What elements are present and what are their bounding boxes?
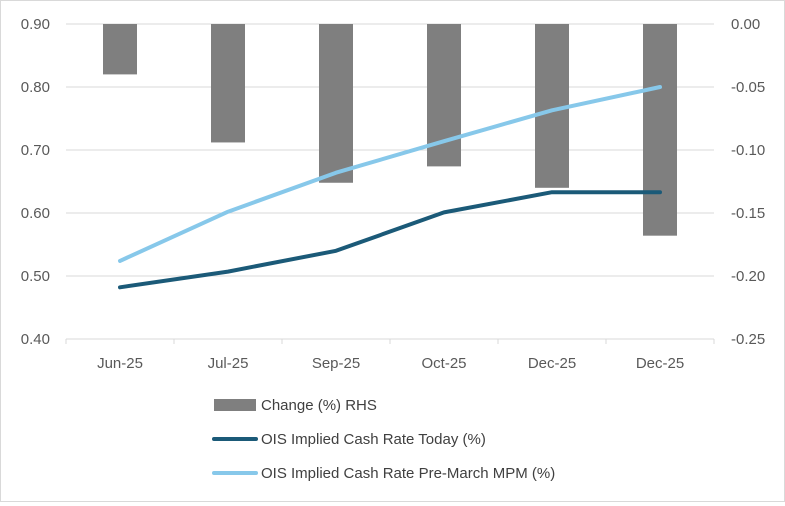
axes: 0.40 0.50 0.60 0.70 0.80 0.90 -0.25 -0.20 -0.15 -… (21, 16, 765, 372)
bar-series (103, 24, 677, 236)
left-axis-tick-label: 0.80 (21, 79, 50, 96)
x-axis-tick-label: Jul-25 (208, 355, 249, 372)
right-axis-tick-label: -0.05 (731, 79, 765, 96)
legend-label: OIS Implied Cash Rate Today (%) (261, 431, 486, 448)
series-line (118, 190, 662, 290)
x-axis-tick-label: Oct-25 (421, 355, 466, 372)
bar (211, 24, 245, 143)
legend-label: OIS Implied Cash Rate Pre-March MPM (%) (261, 465, 555, 482)
bar (319, 24, 353, 183)
line-series (118, 85, 662, 290)
legend: Change (%) RHS OIS Implied Cash Rate Toda… (212, 397, 555, 482)
x-axis-tick-label: Jun-25 (97, 355, 143, 372)
legend-label: Change (%) RHS (261, 397, 377, 414)
x-axis-tick-label: Dec-25 (636, 355, 684, 372)
bar (643, 24, 677, 236)
bar (103, 24, 137, 75)
left-axis-tick-label: 0.50 (21, 268, 50, 285)
right-axis-tick-label: -0.15 (731, 205, 765, 222)
gridlines (66, 23, 714, 340)
series-line (118, 85, 662, 263)
right-axis-tick-label: -0.20 (731, 268, 765, 285)
legend-swatch-bar (214, 399, 256, 411)
right-axis-tick-label: -0.10 (731, 142, 765, 159)
left-axis-tick-label: 0.40 (21, 331, 50, 348)
left-axis-tick-label: 0.60 (21, 205, 50, 222)
x-axis-tick-label: Dec-25 (528, 355, 576, 372)
x-axis-tick-label: Sep-25 (312, 355, 360, 372)
right-axis-tick-label: -0.25 (731, 331, 765, 348)
right-axis-tick-label: 0.00 (731, 16, 760, 33)
left-axis-tick-label: 0.70 (21, 142, 50, 159)
left-axis-tick-label: 0.90 (21, 16, 50, 33)
